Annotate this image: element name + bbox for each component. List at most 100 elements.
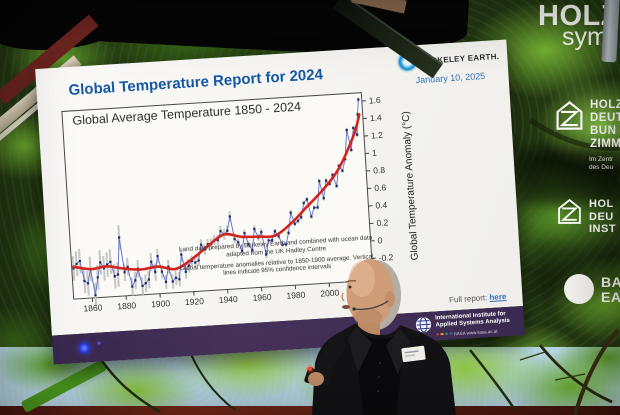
data-point [134,279,137,282]
data-point [267,239,270,242]
holzbau-institut-logo: HOL DEU INST [556,198,620,235]
iiasa-logo: International Institute for Applied Syst… [414,311,511,339]
house-z-icon [558,198,581,224]
x-tick-label: 1980 [286,290,306,301]
house-z-icon [556,101,583,130]
data-point [287,231,290,235]
x-tick-label: 1900 [151,298,171,309]
data-point [284,243,288,246]
footer-dot-icon [78,342,91,354]
logo-text: HOLZ DEUT BUN ZIMM [590,99,620,150]
data-point [141,284,144,288]
full-report-link[interactable]: here [489,291,507,303]
data-point [335,184,338,188]
data-point [322,197,325,200]
y-tick-label: 0.4 [375,200,388,211]
data-point [318,179,321,183]
eye [348,285,352,289]
data-point [355,133,359,136]
data-point [126,265,129,268]
projection-screen: Global Temperature Report for 2024 BERKE… [35,39,525,365]
data-point [357,98,360,101]
temperature-chart: 186018801900192019401960198020002020-0.4… [56,85,440,318]
headset-mic-icon [353,300,389,310]
chart-plot-area: 186018801900192019401960198020002020-0.4… [61,92,421,314]
data-point [247,243,250,246]
data-point [341,169,344,172]
y-axis-label: Global Temperature Anomaly (°C) [401,111,421,261]
plot-frame [61,92,374,300]
data-point [180,253,183,256]
data-point [164,280,168,284]
data-point [352,126,355,130]
presenter [304,259,456,415]
x-tick-label: 1860 [83,302,103,313]
data-point [147,278,151,281]
data-point [184,270,187,274]
data-point [116,273,120,276]
y-tick-label: 1.4 [370,112,383,123]
data-point [156,254,159,258]
data-point [154,270,157,274]
data-point [302,201,305,205]
slide-footer-strip: International Institute for Applied Syst… [51,305,525,365]
data-point [243,231,246,235]
data-point [289,211,292,214]
y-tick-label: -0.2 [378,252,394,263]
y-tick-label: 1 [372,148,378,158]
ear [385,291,395,307]
data-point [83,279,86,283]
data-point [260,230,263,234]
data-point [226,229,229,232]
x-tick-label: 1880 [117,300,137,311]
data-point [313,206,316,209]
logo-subtext: Im Zentr des Deu [589,156,614,171]
data-point [316,206,319,209]
iiasa-globe-icon [415,317,431,333]
white-disc-icon [564,274,594,304]
data-point [199,243,203,246]
logo-text: BA EA [601,274,620,305]
data-point [345,128,348,132]
data-point [96,276,99,279]
data-point [113,275,116,278]
data-point [228,215,231,218]
arm [313,331,346,385]
footer-dot-small-icon [97,341,101,345]
name-badge [401,345,426,363]
data-point [178,278,181,281]
data-point [277,235,280,238]
data-point [281,243,284,246]
data-point [109,260,112,263]
data-point [117,236,121,239]
hand [308,372,324,386]
slide: Global Temperature Report for 2024 BERKE… [35,39,524,336]
data-point [251,248,254,252]
lapel [386,329,410,375]
data-point [194,261,197,264]
y-tick-label: 0.8 [373,165,386,176]
data-point [305,198,309,201]
data-point [144,282,147,285]
data-point [265,253,268,256]
data-point [253,227,256,231]
data-point [187,264,190,267]
data-point [131,285,134,288]
data-point [270,239,274,242]
data-point [350,148,353,152]
data-point [219,229,222,233]
y-tick-label: 0.6 [374,182,387,193]
y-tick-label: 1.2 [371,130,384,141]
logo-text: HOL DEU INST [589,198,617,235]
y-tick-label: 0 [377,235,383,245]
data-point [273,230,277,233]
data-point [293,222,296,225]
event-banner-line2: sym [562,23,608,51]
y-tick-label: 0.2 [376,217,389,228]
x-tick-label: 2000 [320,287,340,298]
data-point [78,259,81,263]
data-point [123,271,126,274]
data-point [86,282,90,285]
data-point [94,294,97,297]
partner-circle-logo: BA EA [564,274,620,304]
